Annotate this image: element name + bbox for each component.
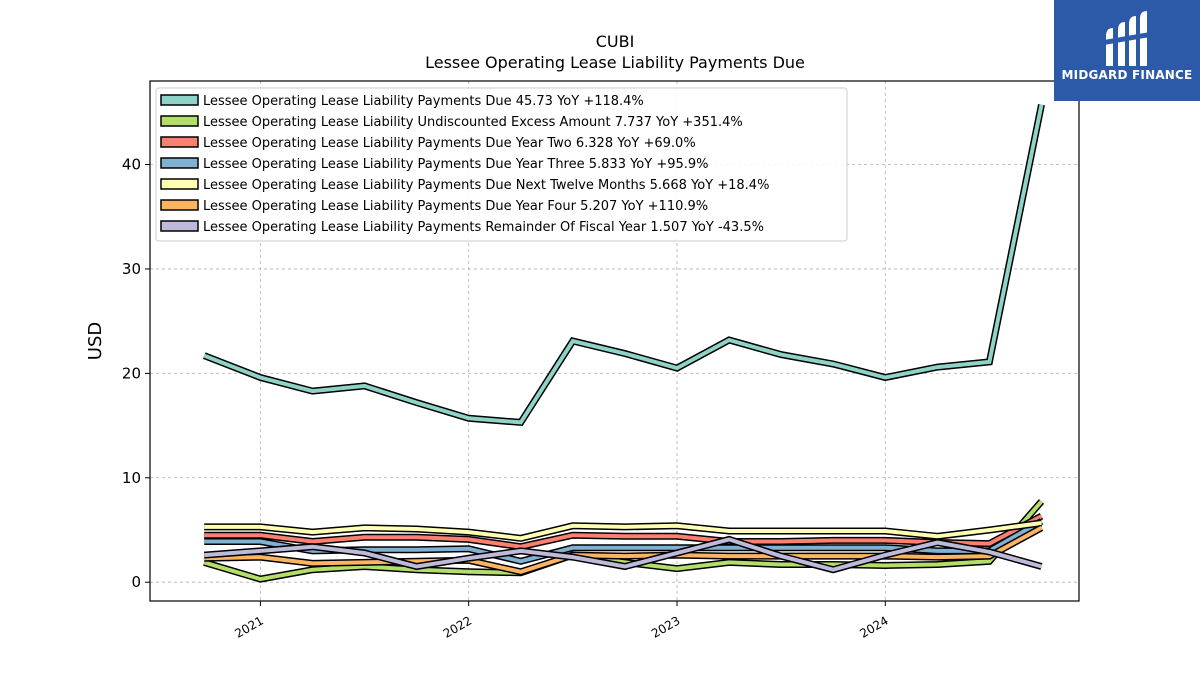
legend-entry: Lessee Operating Lease Liability Payment… xyxy=(160,178,769,193)
brand-name: MIDGARD FINANCE xyxy=(1061,68,1193,82)
legend-swatch xyxy=(160,199,199,211)
legend-label: Lessee Operating Lease Liability Payment… xyxy=(203,220,764,235)
series-stroke xyxy=(203,104,1044,425)
y-tick-label: 0 xyxy=(131,573,141,591)
series-line xyxy=(203,535,1043,574)
x-tick-label: 2022 xyxy=(441,613,474,640)
series-stroke xyxy=(204,514,1043,549)
series-line xyxy=(204,524,1044,576)
series-line xyxy=(204,513,1044,551)
legend-label: Lessee Operating Lease Liability Payment… xyxy=(203,178,769,193)
series-line xyxy=(202,104,1045,427)
series-stroke xyxy=(204,521,1042,541)
plot-area xyxy=(149,80,1080,602)
legend-box xyxy=(155,87,848,242)
legend-entry: Lessee Operating Lease Liability Payment… xyxy=(160,220,764,235)
legend-swatch xyxy=(160,94,199,106)
brand-logo: MIDGARD FINANCE xyxy=(1054,0,1200,101)
legend-swatch xyxy=(160,220,199,232)
legend-entry: Lessee Operating Lease Liability Undisco… xyxy=(160,115,743,130)
legend: Lessee Operating Lease Liability Payment… xyxy=(155,87,848,242)
legend-swatch xyxy=(160,178,199,190)
series-lines xyxy=(202,104,1045,583)
legend-entry: Lessee Operating Lease Liability Payment… xyxy=(160,94,644,109)
legend-swatch xyxy=(160,115,199,127)
x-tick-label: 2024 xyxy=(857,613,890,640)
legend-entry: Lessee Operating Lease Liability Payment… xyxy=(160,136,696,151)
legend-label: Lessee Operating Lease Liability Payment… xyxy=(203,199,708,214)
y-tick-label: 10 xyxy=(122,469,141,487)
legend-label: Lessee Operating Lease Liability Payment… xyxy=(203,157,709,172)
chart-title: CUBI xyxy=(596,32,635,51)
y-tick-label: 20 xyxy=(122,364,141,382)
y-tick-label: 40 xyxy=(122,156,141,174)
legend-swatch xyxy=(160,157,199,169)
legend-swatch xyxy=(160,136,199,148)
chart-subtitle: Lessee Operating Lease Liability Payment… xyxy=(425,53,805,72)
x-tick-label: 2021 xyxy=(232,613,265,640)
legend-label: Lessee Operating Lease Liability Payment… xyxy=(203,94,644,109)
series-stroke xyxy=(204,537,1043,572)
legend-entry: Lessee Operating Lease Liability Payment… xyxy=(160,199,708,214)
y-axis-label: USD xyxy=(85,322,106,360)
y-tick-label: 30 xyxy=(122,260,141,278)
series-line xyxy=(204,519,1042,542)
legend-entry: Lessee Operating Lease Liability Payment… xyxy=(160,157,709,172)
legend-label: Lessee Operating Lease Liability Payment… xyxy=(203,136,696,151)
series-stroke xyxy=(204,526,1043,574)
series-stroke xyxy=(203,500,1044,582)
legend-label: Lessee Operating Lease Liability Undisco… xyxy=(203,115,743,130)
series-line xyxy=(203,499,1045,583)
midgard-mark-icon xyxy=(1104,11,1150,66)
x-tick-label: 2023 xyxy=(649,613,682,640)
